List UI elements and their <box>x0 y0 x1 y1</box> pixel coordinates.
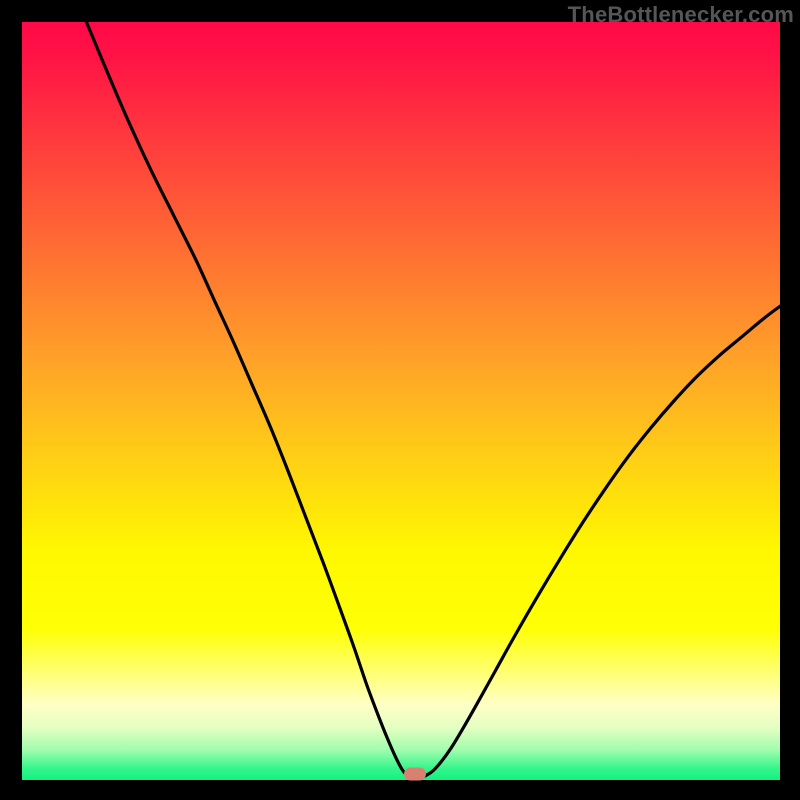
chart-container: TheBottlenecker.com <box>0 0 800 800</box>
optimal-point-marker <box>404 767 426 780</box>
watermark-text: TheBottlenecker.com <box>568 2 794 28</box>
bottleneck-curve <box>22 22 780 780</box>
plot-area <box>22 22 780 780</box>
